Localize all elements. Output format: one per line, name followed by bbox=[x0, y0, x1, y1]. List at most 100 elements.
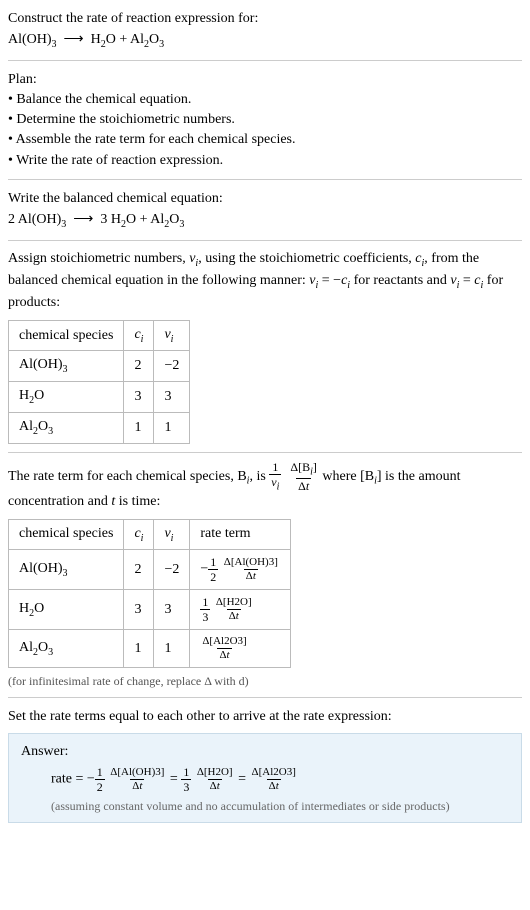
balanced-title: Write the balanced chemical equation: bbox=[8, 188, 522, 209]
txt: O bbox=[38, 419, 48, 434]
numerator: Δ[Al(OH)3] bbox=[222, 557, 280, 569]
txt: for reactants and bbox=[350, 273, 450, 288]
denominator: νi bbox=[269, 474, 281, 492]
txt: H bbox=[19, 601, 29, 616]
fraction: 12 bbox=[95, 766, 105, 793]
txt: Δ bbox=[269, 780, 276, 792]
txt: O bbox=[149, 32, 159, 47]
answer-box: Answer: rate = −12 Δ[Al(OH)3]Δt = 13 Δ[H… bbox=[8, 733, 522, 823]
fraction: Δ[Bi]Δt bbox=[288, 461, 319, 492]
t-symbol: t bbox=[276, 780, 279, 792]
denominator: 2 bbox=[208, 569, 218, 583]
txt: Δ bbox=[219, 649, 226, 661]
t-symbol: t bbox=[253, 570, 256, 582]
sub: 3 bbox=[52, 39, 57, 50]
arrow-icon: ⟶ bbox=[64, 32, 84, 47]
plan-item: • Assemble the rate term for each chemic… bbox=[8, 130, 522, 150]
txt: Δ bbox=[210, 780, 217, 792]
t-symbol: t bbox=[227, 649, 230, 661]
fraction: Δ[Al(OH)3]Δt bbox=[222, 557, 280, 582]
denominator: Δt bbox=[227, 609, 241, 622]
col-rateterm: rate term bbox=[190, 519, 291, 550]
fraction: Δ[Al(OH)3]Δt bbox=[108, 767, 166, 792]
txt: O + Al bbox=[106, 32, 144, 47]
denominator: Δt bbox=[296, 478, 311, 492]
stoich-table: chemical species ci νi Al(OH)3 2 −2 H2O … bbox=[8, 320, 190, 444]
table-row: Al(OH)3 2 −2 −12 Δ[Al(OH)3]Δt bbox=[9, 550, 291, 590]
numerator: Δ[Bi] bbox=[288, 461, 319, 478]
answer-assumption: (assuming constant volume and no accumul… bbox=[21, 799, 509, 814]
unbalanced-equation: Al(OH)3 ⟶ H2O + Al2O3 bbox=[8, 29, 522, 52]
minus-sign: − bbox=[200, 562, 208, 577]
txt: = bbox=[166, 772, 181, 787]
vi-cell: 3 bbox=[154, 590, 190, 630]
balanced-equation: 2 Al(OH)3 ⟶ 3 H2O + Al2O3 bbox=[8, 209, 522, 232]
rateterm-section: The rate term for each chemical species,… bbox=[8, 452, 522, 689]
numerator: Δ[Al2O3] bbox=[250, 767, 298, 779]
txt: = − bbox=[318, 273, 341, 288]
table-row: chemical species ci νi rate term bbox=[9, 519, 291, 550]
t-symbol: t bbox=[236, 610, 239, 622]
txt: O bbox=[169, 212, 179, 227]
table-row: H2O 3 3 bbox=[9, 382, 190, 413]
t-symbol: t bbox=[217, 780, 220, 792]
txt: 2 Al(OH) bbox=[8, 212, 61, 227]
sub: i bbox=[171, 333, 174, 344]
txt: H bbox=[19, 388, 29, 403]
sub: i bbox=[171, 532, 174, 543]
sub: 3 bbox=[63, 364, 68, 375]
table-row: Al(OH)3 2 −2 bbox=[9, 351, 190, 382]
txt: O bbox=[34, 388, 44, 403]
ci-cell: 3 bbox=[124, 590, 154, 630]
species-cell: Al(OH)3 bbox=[9, 351, 124, 382]
setequal-text: Set the rate terms equal to each other t… bbox=[8, 706, 522, 727]
txt: = bbox=[235, 772, 250, 787]
assign-text: Assign stoichiometric numbers, νi, using… bbox=[8, 249, 522, 314]
numerator: 1 bbox=[208, 556, 218, 569]
numerator: 1 bbox=[270, 461, 280, 474]
plan-section: Plan: • Balance the chemical equation. •… bbox=[8, 60, 522, 171]
txt: O bbox=[38, 640, 48, 655]
t-symbol: t bbox=[306, 479, 309, 493]
vi-cell: 1 bbox=[154, 413, 190, 444]
numerator: 1 bbox=[181, 766, 191, 779]
table-row: Al2O3 1 1 bbox=[9, 413, 190, 444]
col-species: chemical species bbox=[9, 320, 124, 351]
txt: where [B bbox=[322, 469, 374, 484]
sub: i bbox=[141, 532, 144, 543]
denominator: Δt bbox=[208, 779, 222, 792]
rateterm-cell: 13 Δ[H2O]Δt bbox=[190, 590, 291, 630]
col-ci: ci bbox=[124, 519, 154, 550]
txt: = bbox=[459, 273, 474, 288]
fraction: 12 bbox=[208, 556, 218, 583]
fraction: Δ[H2O]Δt bbox=[214, 597, 254, 622]
plan-item: • Determine the stoichiometric numbers. bbox=[8, 110, 522, 130]
col-species: chemical species bbox=[9, 519, 124, 550]
denominator: Δt bbox=[217, 648, 231, 661]
denominator: 3 bbox=[200, 609, 210, 623]
species-cell: Al2O3 bbox=[9, 630, 124, 668]
arrow-icon: ⟶ bbox=[73, 212, 93, 227]
rateterm-table: chemical species ci νi rate term Al(OH)3… bbox=[8, 519, 291, 669]
assign-section: Assign stoichiometric numbers, νi, using… bbox=[8, 240, 522, 444]
numerator: Δ[H2O] bbox=[214, 597, 254, 609]
sub: 3 bbox=[159, 39, 164, 50]
setequal-section: Set the rate terms equal to each other t… bbox=[8, 697, 522, 823]
vi-cell: −2 bbox=[154, 550, 190, 590]
products: 3 H2O + Al2O3 bbox=[100, 212, 184, 227]
txt: ] bbox=[313, 460, 317, 474]
ci-cell: 3 bbox=[124, 382, 154, 413]
species-cell: H2O bbox=[9, 382, 124, 413]
txt: Δ[B bbox=[290, 460, 310, 474]
numerator: 1 bbox=[95, 766, 105, 779]
rateterm-intro: The rate term for each chemical species,… bbox=[8, 461, 522, 513]
txt: Assign stoichiometric numbers, bbox=[8, 251, 189, 266]
table-row: chemical species ci νi bbox=[9, 320, 190, 351]
denominator: 3 bbox=[181, 779, 191, 793]
table-row: H2O 3 3 13 Δ[H2O]Δt bbox=[9, 590, 291, 630]
prompt-line: Construct the rate of reaction expressio… bbox=[8, 8, 522, 29]
delta-note: (for infinitesimal rate of change, repla… bbox=[8, 674, 522, 689]
numerator: Δ[H2O] bbox=[195, 767, 235, 779]
fraction: 13 bbox=[200, 596, 210, 623]
col-ci: ci bbox=[124, 320, 154, 351]
